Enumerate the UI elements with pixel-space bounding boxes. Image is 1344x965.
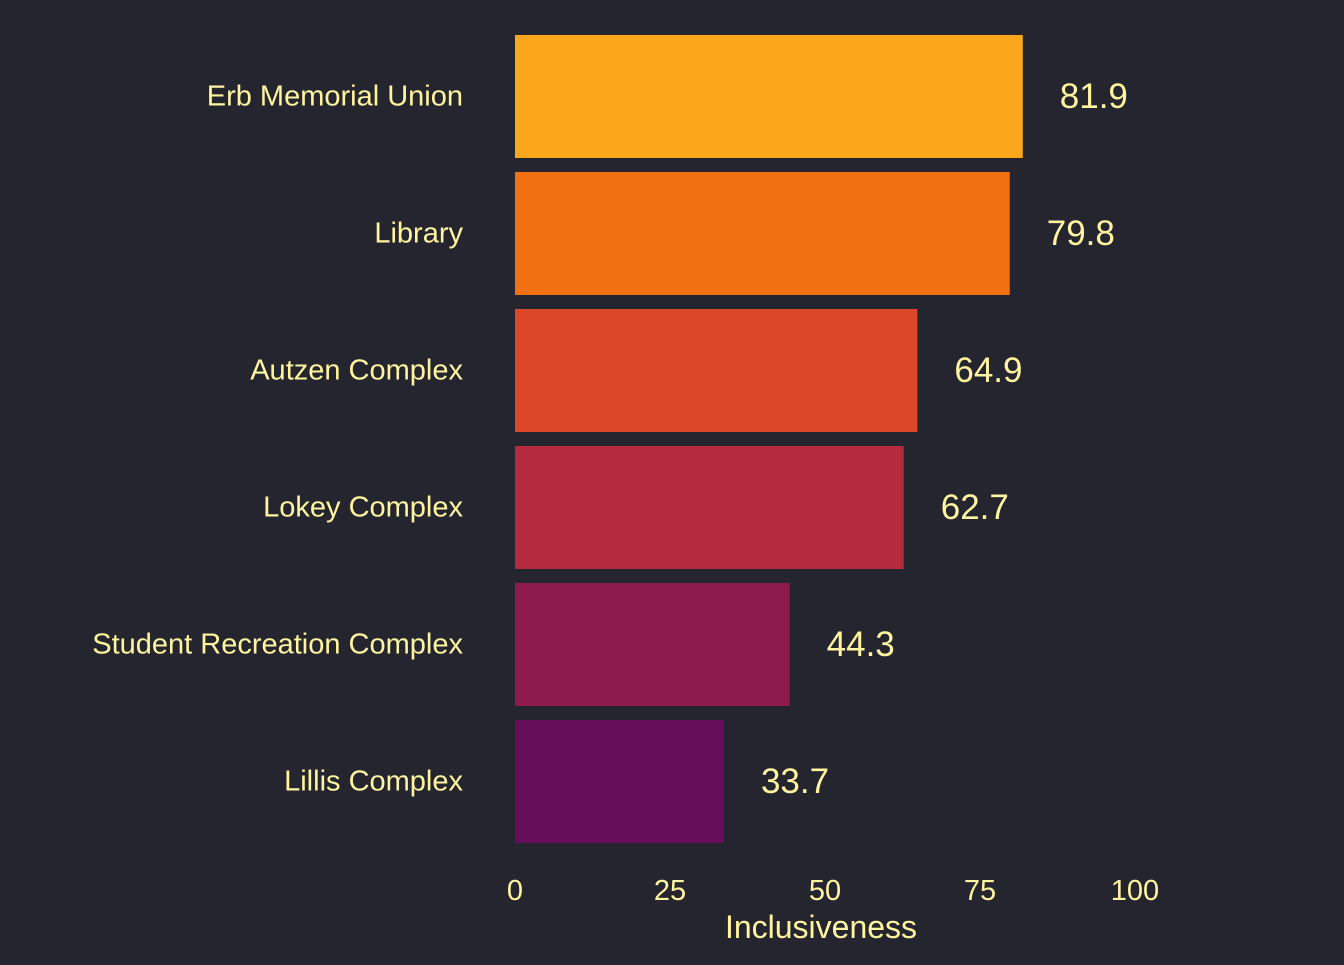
value-label-erb-memorial-union: 81.9 <box>1060 77 1128 116</box>
x-axis-title: Inclusiveness <box>725 909 917 945</box>
x-tick-label: 25 <box>654 875 686 907</box>
category-label-student-recreation-complex: Student Recreation Complex <box>92 629 463 661</box>
x-axis-ticks: 0 25 50 75 100 <box>507 875 1159 907</box>
category-label-lillis-complex: Lillis Complex <box>284 766 463 798</box>
bar-erb-memorial-union <box>515 35 1023 158</box>
value-label-student-recreation-complex: 44.3 <box>827 625 895 664</box>
value-label-lillis-complex: 33.7 <box>761 762 829 801</box>
bars-layer <box>515 35 1023 843</box>
category-labels-layer: Erb Memorial Union Library Autzen Complex L… <box>92 81 463 798</box>
bar-library <box>515 172 1010 295</box>
value-label-library: 79.8 <box>1047 214 1115 253</box>
category-label-autzen-complex: Autzen Complex <box>250 355 463 387</box>
bar-autzen-complex <box>515 309 918 432</box>
x-tick-label: 100 <box>1111 875 1159 907</box>
bar-student-recreation-complex <box>515 583 790 706</box>
bar-lillis-complex <box>515 720 724 843</box>
value-labels-layer: 81.9 79.8 64.9 62.7 44.3 33.7 <box>761 77 1128 801</box>
category-label-erb-memorial-union: Erb Memorial Union <box>207 81 463 113</box>
x-tick-label: 50 <box>809 875 841 907</box>
value-label-lokey-complex: 62.7 <box>941 488 1009 527</box>
category-label-lokey-complex: Lokey Complex <box>263 492 463 524</box>
bar-lokey-complex <box>515 446 904 569</box>
x-tick-label: 75 <box>964 875 996 907</box>
x-tick-label: 0 <box>507 875 523 907</box>
category-label-library: Library <box>374 218 463 250</box>
value-label-autzen-complex: 64.9 <box>954 351 1022 390</box>
